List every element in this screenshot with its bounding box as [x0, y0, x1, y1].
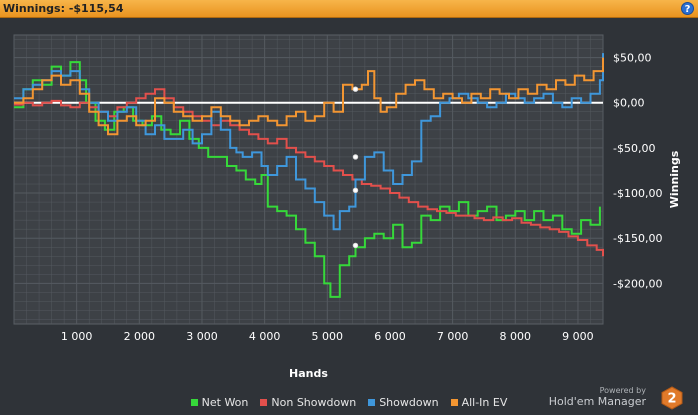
annotation-point: [352, 242, 359, 249]
legend-item-non-showdown[interactable]: Non Showdown: [260, 396, 356, 409]
series-group: [14, 53, 604, 298]
x-tick-label: 9 000: [562, 330, 594, 343]
y-axis-label: Winnings: [668, 150, 681, 208]
brand-name: Hold'em Manager: [548, 395, 646, 408]
grid-lines: [13, 35, 604, 324]
x-tick-label: 8 000: [500, 330, 532, 343]
legend-swatch: [260, 399, 268, 406]
legend: Net Won Non Showdown Showdown All-In EV: [0, 396, 698, 409]
help-icon[interactable]: ?: [681, 2, 694, 15]
x-tick-label: 7 000: [437, 330, 469, 343]
powered-by-label: Powered by: [599, 386, 646, 395]
y-tick-label: -$100,00: [613, 187, 662, 200]
legend-item-net-won[interactable]: Net Won: [190, 396, 249, 409]
annotation-points: [352, 86, 359, 249]
x-tick-label: 1 000: [61, 330, 93, 343]
legend-item-showdown[interactable]: Showdown: [368, 396, 439, 409]
legend-label: Non Showdown: [271, 396, 357, 409]
legend-swatch: [368, 399, 376, 406]
y-tick-label: $50,00: [613, 52, 652, 65]
x-axis-label: Hands: [289, 367, 328, 380]
series-line-non-showdown: [14, 88, 604, 257]
legend-label: Net Won: [201, 396, 249, 409]
chart-title: Winnings: -$115,54: [3, 2, 124, 15]
y-tick-label: -$200,00: [613, 277, 662, 290]
winnings-chart: 1 000 2 000 3 000 4 000 5 000 6 000 7 000 8 000…: [13, 34, 681, 380]
brand-badge-icon: 2: [661, 386, 683, 410]
plot-area: [13, 34, 604, 325]
brand-badge-number: 2: [667, 392, 676, 407]
title-bar: Winnings: -$115,54 ?: [0, 0, 698, 18]
brand-logo: Powered by Hold'em Manager 2: [536, 386, 686, 412]
series-line-showdown: [14, 53, 604, 231]
series-line-all-in-ev: [14, 57, 604, 136]
legend-swatch: [190, 399, 198, 406]
legend-item-all-in-ev[interactable]: All-In EV: [450, 396, 508, 409]
annotation-point: [352, 86, 359, 92]
x-tick-label: 2 000: [124, 330, 156, 343]
legend-swatch: [450, 399, 458, 406]
annotation-point: [352, 187, 359, 194]
y-tick-label: -$150,00: [613, 232, 662, 245]
legend-label: All-In EV: [461, 396, 508, 409]
annotation-point: [352, 154, 359, 160]
x-tick-label: 3 000: [186, 330, 218, 343]
x-tick-label: 5 000: [312, 330, 344, 343]
y-tick-labels: $50,00 $0,00 -$50,00 -$100,00 -$150,00 -$200,…: [613, 52, 662, 291]
x-tick-label: 4 000: [249, 330, 281, 343]
y-tick-label: $0,00: [613, 97, 645, 110]
x-tick-label: 6 000: [374, 330, 406, 343]
y-tick-label: -$50,00: [613, 142, 655, 155]
legend-label: Showdown: [379, 396, 439, 409]
x-tick-labels: 1 000 2 000 3 000 4 000 5 000 6 000 7 000 8 000…: [61, 330, 594, 343]
